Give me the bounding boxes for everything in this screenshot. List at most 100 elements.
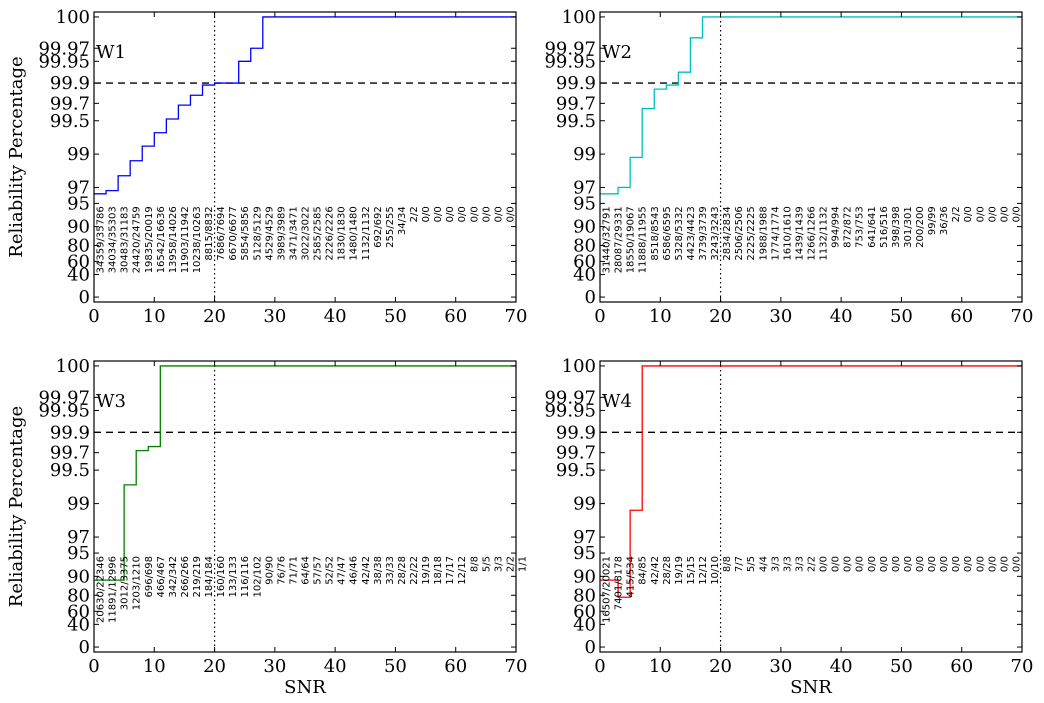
count-label: 8/8	[469, 556, 480, 572]
count-label: 0/0	[855, 556, 866, 572]
count-label: 3243/3243	[710, 206, 721, 260]
count-label: 415/534	[626, 556, 637, 598]
series-line	[600, 16, 1022, 195]
y-tick-label: 97	[573, 177, 596, 198]
x-tick-label: 40	[830, 656, 853, 677]
count-label: 466/467	[156, 556, 167, 598]
panel-w3: 20630/22346 11891/12996 3012/3375 1203/1210…	[6, 356, 529, 698]
count-label: 5328/5332	[674, 206, 685, 260]
x-tick-label: 70	[505, 306, 528, 327]
count-label: 16507/20021	[602, 556, 613, 623]
count-label: 7686/7694	[216, 206, 227, 260]
x-axis-title: SNR	[284, 677, 326, 698]
count-label: 13958/14026	[168, 206, 179, 273]
count-label: 46/46	[349, 556, 360, 585]
y-tick-label: 97	[573, 527, 596, 548]
x-tick-label: 40	[324, 656, 347, 677]
y-tick-label: 60	[67, 251, 90, 272]
count-label: 0/0	[915, 556, 926, 572]
x-tick-label: 30	[263, 656, 286, 677]
y-tick-label: 0	[585, 637, 596, 658]
y-tick-label: 60	[573, 601, 596, 622]
x-tick-label: 20	[203, 306, 226, 327]
y-tick-label: 99.97	[544, 387, 596, 408]
count-label: 0/0	[999, 206, 1010, 222]
x-tick-label: 30	[263, 306, 286, 327]
y-tick-label: 80	[67, 235, 90, 256]
count-label: 90/90	[264, 556, 275, 585]
series-line	[94, 365, 516, 581]
y-tick-label: 100	[56, 356, 90, 377]
x-tick-label: 50	[384, 306, 407, 327]
y-tick-label: 97	[67, 527, 90, 548]
y-tick-label: 95	[67, 193, 90, 214]
count-label: 5854/5856	[240, 206, 251, 260]
count-label: 0/0	[457, 206, 468, 222]
count-label: 42/42	[361, 556, 372, 585]
count-label: 1988/1988	[758, 206, 769, 260]
count-label: 0/0	[987, 206, 998, 222]
count-label: 0/0	[975, 556, 986, 572]
x-tick-label: 60	[444, 656, 467, 677]
count-label: 641/641	[867, 206, 878, 248]
count-label: 3/3	[794, 556, 805, 572]
count-label: 52/52	[325, 556, 336, 585]
count-label: 47/47	[337, 556, 348, 585]
count-label: 0/0	[421, 206, 432, 222]
y-tick-label: 95	[67, 543, 90, 564]
y-tick-label: 99.95	[38, 51, 90, 72]
count-label: 2/2	[951, 206, 962, 222]
count-label: 17/17	[445, 556, 456, 585]
y-tick-label: 99	[573, 494, 596, 515]
count-label: 19/19	[421, 556, 432, 585]
count-label: 2226/2226	[325, 206, 336, 260]
count-label: 0/0	[819, 556, 830, 572]
count-label: 15/15	[686, 556, 697, 585]
x-tick-label: 10	[143, 306, 166, 327]
y-tick-label: 99.5	[556, 460, 596, 481]
count-label: 3022/3022	[301, 206, 312, 260]
y-tick-label: 40	[573, 614, 596, 635]
x-tick-label: 0	[594, 306, 605, 327]
count-label: 219/219	[192, 556, 203, 598]
count-label: 0/0	[1011, 206, 1022, 222]
count-label: 0/0	[1011, 556, 1022, 572]
count-label: 36/36	[939, 206, 950, 235]
plot-frame	[93, 11, 517, 303]
count-label: 71/71	[288, 556, 299, 585]
count-label: 4/4	[758, 556, 769, 572]
count-label: 11903/11942	[180, 206, 191, 273]
plot-frame	[599, 360, 1023, 653]
count-label: 1/1	[518, 556, 529, 572]
y-tick-label: 0	[79, 287, 90, 308]
count-label: 0/0	[481, 206, 492, 222]
count-label: 28/28	[662, 556, 673, 585]
count-label: 5128/5129	[252, 206, 263, 260]
count-label: 64/64	[301, 556, 312, 585]
count-label: 2506/2506	[734, 206, 745, 260]
x-tick-label: 60	[950, 306, 973, 327]
count-label: 7/7	[734, 556, 745, 572]
y-tick-label: 80	[573, 235, 596, 256]
count-label: 1830/1830	[337, 206, 348, 260]
count-label: 102/102	[252, 556, 263, 598]
y-tick-label: 100	[562, 356, 596, 377]
count-label: 2585/2585	[313, 206, 324, 260]
panel-w2: 31440/32791 28087/29331 18550/19067 11888/1…	[544, 7, 1033, 327]
count-label: 28/28	[397, 556, 408, 585]
count-label: 0/0	[999, 556, 1010, 572]
count-label: 255/255	[385, 206, 396, 248]
y-tick-label: 97	[67, 177, 90, 198]
x-tick-label: 0	[88, 656, 99, 677]
y-tick-label: 99.5	[50, 460, 90, 481]
x-tick-label: 10	[649, 656, 672, 677]
count-label: 8518/8543	[650, 206, 661, 260]
count-label: 4423/4423	[686, 206, 697, 260]
count-label: 34/34	[397, 206, 408, 235]
y-tick-label: 99.7	[556, 93, 596, 114]
y-tick-label: 100	[562, 7, 596, 28]
y-tick-label: 99	[67, 494, 90, 515]
x-tick-label: 20	[709, 306, 732, 327]
count-label: 28087/29331	[614, 206, 625, 273]
